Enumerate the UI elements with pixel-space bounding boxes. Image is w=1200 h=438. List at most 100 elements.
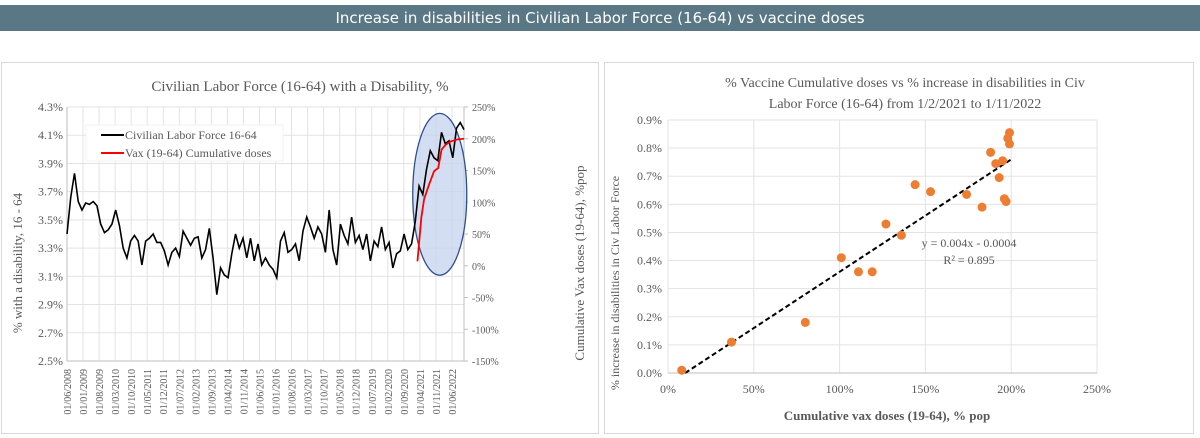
x-tick-label: 150% (911, 382, 939, 396)
y-tick-label: 3.3% (38, 241, 63, 255)
data-point (986, 147, 996, 157)
chart-title-line-1: % Vaccine Cumulative doses vs % increase… (725, 76, 1085, 91)
x-tick-label: 01/09/2013 (207, 369, 218, 415)
data-point (836, 253, 846, 263)
x-tick-label: 01/06/2008 (63, 369, 74, 415)
trendline-r-squared: R² = 0.895 (943, 253, 994, 267)
disability-line-chart-panel: Civilian Labor Force (16-64) with a Disa… (1, 62, 599, 434)
x-tick-label: 0% (660, 382, 676, 396)
y-tick-label: 0.2% (637, 310, 662, 324)
trendline-equation: y = 0.004x - 0.0004 (922, 236, 1017, 250)
x-tick-label: 250% (1083, 382, 1111, 396)
y2-tick-label: 100% (472, 198, 495, 209)
x-tick-label: 01/10/2017 (320, 369, 331, 415)
data-point (867, 267, 877, 277)
x-tick-label: 01/03/2010 (111, 369, 122, 415)
x-tick-label: 01/09/2020 (400, 369, 411, 415)
x-tick-label: 01/06/2022 (448, 369, 459, 415)
series-line-vax-cumulative (416, 137, 465, 262)
data-point (677, 365, 687, 375)
y2-tick-label: 150% (472, 167, 495, 178)
y-axis-label: % with a disability, 16 - 64 (10, 192, 25, 333)
data-point (1004, 139, 1014, 149)
data-point (998, 156, 1008, 166)
x-tick-label: 01/01/2009 (79, 369, 90, 415)
data-point (896, 230, 906, 240)
y-tick-label: 0.1% (637, 338, 662, 352)
x-tick-label: 01/02/2020 (384, 369, 395, 415)
y-tick-label: 2.5% (38, 354, 63, 368)
y-tick-label: 2.7% (38, 326, 63, 340)
y2-tick-label: 250% (472, 103, 495, 114)
x-tick-label: 01/05/2018 (336, 369, 347, 415)
y-tick-label: 0.0% (637, 366, 662, 380)
x-tick-label: 01/04/2014 (223, 369, 234, 415)
x-tick-label: 200% (997, 382, 1025, 396)
x-tick-label: 01/08/2009 (95, 369, 106, 415)
x-tick-label: 01/06/2015 (255, 369, 266, 415)
x-tick-label: 01/07/2012 (175, 369, 186, 415)
x-tick-label: 01/07/2019 (368, 369, 379, 415)
y-tick-label: 0.8% (637, 141, 662, 155)
scatter-chart-panel: % Vaccine Cumulative doses vs % increase… (604, 62, 1194, 434)
y2-tick-label: 200% (472, 135, 495, 146)
y-tick-label: 0.4% (637, 254, 662, 268)
y-tick-label: 4.1% (38, 128, 63, 142)
x-tick-label: 01/03/2017 (304, 369, 315, 415)
data-point (1001, 197, 1011, 207)
x-tick-label: 01/01/2016 (272, 369, 283, 415)
dashboard-title: Increase in disabilities in Civilian Lab… (0, 5, 1200, 31)
x-tick-label: 01/12/2011 (159, 369, 170, 414)
chart-title-line-2: Labor Force (16-64) from 1/2/2021 to 1/1… (769, 97, 1041, 112)
series-line-civilian-labor-force (66, 120, 465, 295)
data-point (800, 317, 810, 327)
disability-line-chart: Civilian Labor Force (16-64) with a Disa… (10, 79, 587, 415)
y2-tick-label: 50% (472, 230, 490, 241)
y-tick-label: 2.9% (38, 298, 63, 312)
data-point (853, 267, 863, 277)
data-point (1004, 128, 1014, 138)
y2-tick-label: -50% (472, 294, 494, 305)
y2-tick-label: 0% (472, 262, 485, 273)
legend-label-vax: Vax (19-64) Cumulative doses (125, 146, 272, 160)
chart-title: Civilian Labor Force (16-64) with a Disa… (151, 79, 448, 95)
x-tick-label: 01/10/2010 (127, 369, 138, 415)
data-point (994, 173, 1004, 183)
y-tick-label: 0.9% (637, 113, 662, 127)
x-tick-label: 01/02/2013 (191, 369, 202, 415)
x-axis-label: Cumulative vax doses (19-64), % pop (784, 408, 991, 423)
data-point (962, 189, 972, 199)
y-tick-label: 0.3% (637, 282, 662, 296)
y-tick-label: 3.5% (38, 213, 63, 227)
legend-box (85, 124, 284, 162)
x-tick-label: 100% (826, 382, 854, 396)
data-point (926, 187, 936, 197)
y-tick-label: 4.3% (38, 100, 63, 114)
y-tick-label: 3.9% (38, 156, 63, 170)
y2-axis-label: Cumulative Vax doses (19-64), %pop (572, 165, 587, 360)
y2-tick-label: -100% (472, 325, 499, 336)
vax-vs-disability-scatter: % Vaccine Cumulative doses vs % increase… (608, 76, 1111, 423)
legend-label-civilian: Civilian Labor Force 16-64 (125, 128, 257, 142)
y-tick-label: 0.7% (637, 169, 662, 183)
data-point (726, 337, 736, 347)
x-tick-label: 50% (743, 382, 765, 396)
y-tick-label: 3.7% (38, 185, 63, 199)
y-axis-label: % increase in disabilities in Civ Labor … (608, 176, 622, 390)
data-point (991, 159, 1001, 169)
y-tick-label: 0.5% (637, 225, 662, 239)
x-tick-label: 01/08/2016 (288, 369, 299, 415)
y-tick-label: 3.1% (38, 269, 63, 283)
trendline (684, 158, 1012, 374)
data-point (977, 202, 987, 212)
x-tick-label: 01/11/2021 (432, 369, 443, 414)
y2-tick-label: -150% (472, 357, 499, 368)
x-tick-label: 01/12/2018 (352, 369, 363, 415)
y-tick-label: 0.6% (637, 197, 662, 211)
data-point (881, 219, 891, 229)
x-tick-label: 01/11/2014 (239, 369, 250, 414)
x-tick-label: 01/05/2011 (143, 369, 154, 414)
legend: Civilian Labor Force 16-64 Vax (19-64) C… (85, 124, 284, 162)
data-point (910, 180, 920, 190)
highlight-ellipse (412, 112, 468, 276)
